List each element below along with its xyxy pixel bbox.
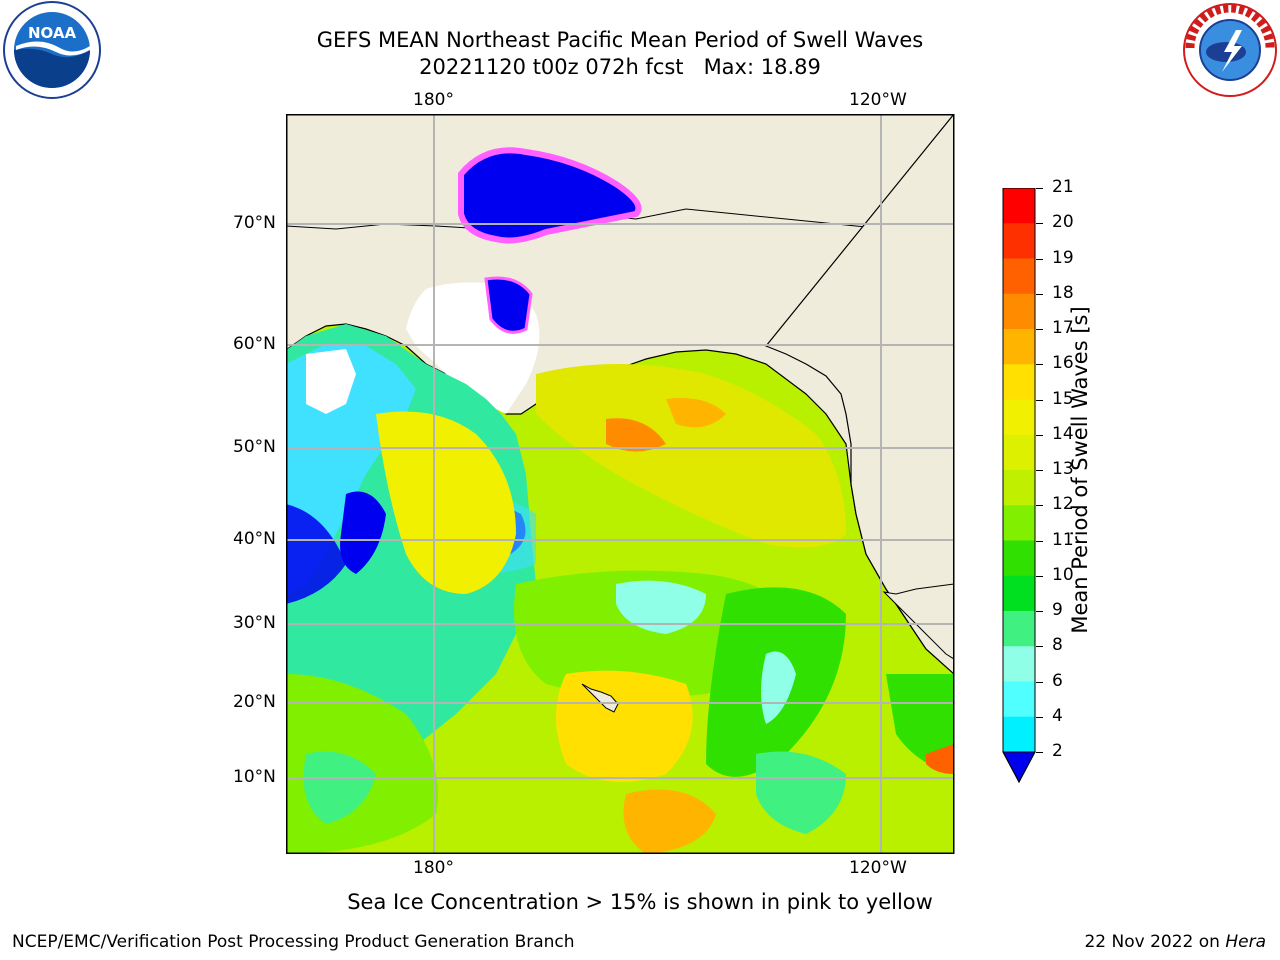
colorbar-segment [1003, 188, 1035, 224]
colorbar-tick [1036, 752, 1043, 753]
lat-label-40n: 40°N [233, 529, 276, 549]
colorbar-tick-label: 4 [1052, 705, 1063, 726]
noaa-logo-text: NOAA [28, 24, 77, 42]
colorbar-segment [1003, 293, 1035, 330]
footer-left: NCEP/EMC/Verification Post Processing Pr… [12, 932, 575, 952]
lat-label-60n: 60°N [233, 334, 276, 354]
colorbar-segment [1003, 329, 1035, 365]
colorbar-tick-label: 15 [1052, 388, 1074, 409]
lon-label-top-180: 180° [413, 90, 454, 110]
map-frame [286, 114, 955, 854]
lat-label-50n: 50°N [233, 437, 276, 457]
hawaii-islands [581, 683, 619, 713]
colorbar-tick [1036, 470, 1043, 471]
colorbar-segment [1003, 575, 1035, 612]
colorbar-tick-label: 21 [1052, 177, 1074, 197]
colorbar-tick-label: 9 [1052, 600, 1063, 620]
colorbar-segment [1003, 434, 1035, 471]
colorbar-tick [1036, 505, 1043, 507]
colorbar-tick [1036, 540, 1043, 542]
colorbar-tick-label: 19 [1052, 247, 1074, 268]
colorbar-tick [1036, 329, 1043, 330]
colorbar-tick [1036, 434, 1043, 436]
colorbar-tick-label: 16 [1052, 353, 1074, 374]
colorbar-tick [1036, 399, 1043, 401]
lat-label-10n: 10°N [233, 767, 276, 787]
lat-label-30n: 30°N [233, 613, 276, 633]
colorbar-tick-label: 14 [1052, 423, 1074, 444]
colorbar [1002, 187, 1036, 784]
colorbar-segment [1003, 470, 1035, 506]
sea-ice-note: Sea Ice Concentration > 15% is shown in … [0, 890, 1280, 914]
colorbar-tick-label: 17 [1052, 318, 1074, 338]
colorbar-segment [1003, 399, 1035, 436]
lat-label-20n: 20°N [233, 692, 276, 712]
colorbar-tick-label: 12 [1052, 494, 1074, 515]
colorbar-segment [1003, 681, 1035, 718]
colorbar-segment [1003, 540, 1035, 577]
nws-logo [1180, 0, 1280, 100]
colorbar-tick [1036, 258, 1043, 260]
footer-right: 22 Nov 2022 on Hera [1084, 932, 1266, 952]
graticule [286, 114, 954, 854]
lon-label-bottom-120w: 120°W [849, 858, 907, 878]
colorbar-tick [1036, 575, 1043, 577]
colorbar-segment [1003, 611, 1035, 647]
colorbar-extend-arrow [1002, 751, 1036, 784]
colorbar-segment [1003, 364, 1035, 400]
colorbar-tick [1036, 681, 1043, 683]
lon-label-bottom-180: 180° [413, 858, 454, 878]
colorbar-tick [1036, 611, 1043, 612]
colorbar-segment [1003, 716, 1035, 753]
colorbar-tick-label: 18 [1052, 282, 1074, 303]
sea-ice-note-text: Sea Ice Concentration > 15% is shown in … [347, 890, 933, 914]
colorbar-segment [1003, 258, 1035, 295]
chart-title: GEFS MEAN Northeast Pacific Mean Period … [316, 28, 924, 52]
colorbar-tick-label: 11 [1052, 529, 1074, 550]
colorbar-label: Mean Period of Swell Waves [s] [1068, 306, 1092, 634]
map-panel [286, 114, 955, 854]
lon-label-top-120w: 120°W [849, 90, 907, 110]
lat-label-70n: 70°N [233, 213, 276, 233]
colorbar-tick [1036, 364, 1043, 366]
colorbar-tick-label: 20 [1052, 212, 1074, 233]
colorbar-tick [1036, 646, 1043, 648]
footer-date: 22 Nov 2022 on [1084, 932, 1226, 952]
colorbar-tick-label: 8 [1052, 635, 1063, 656]
colorbar-segment [1003, 646, 1035, 682]
chart-subtitle: 20221120 t00z 072h fcst Max: 18.89 [419, 55, 821, 79]
colorbar-tick [1036, 716, 1043, 718]
colorbar-segment [1003, 223, 1035, 259]
arctic-ice-zone [458, 147, 642, 244]
noaa-logo: NOAA [0, 0, 104, 100]
colorbar-tick-label: 13 [1052, 459, 1074, 479]
colorbar-tick [1036, 188, 1043, 189]
footer-host: Hera [1225, 932, 1266, 952]
colorbar-tick [1036, 293, 1043, 295]
colorbar-tick-label: 2 [1052, 741, 1063, 761]
colorbar-segment [1003, 505, 1035, 541]
colorbar-tick-label: 6 [1052, 670, 1063, 691]
colorbar-tick-label: 10 [1052, 564, 1074, 585]
colorbar-tick [1036, 223, 1043, 225]
